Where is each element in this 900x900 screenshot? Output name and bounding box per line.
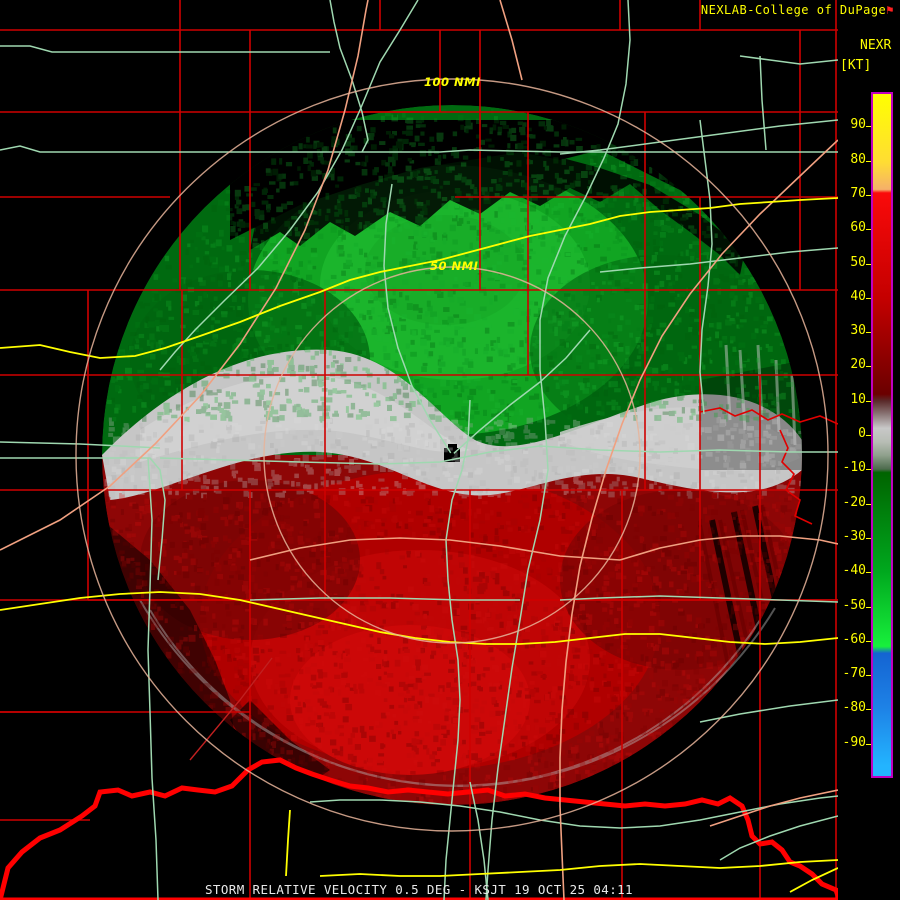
colorbar-tick-neg60: -60 [842, 631, 866, 647]
colorbar-tick-neg20: -20 [842, 494, 866, 510]
colorbar-tick-dash [866, 606, 871, 608]
colorbar-tick-dash [866, 400, 871, 402]
colorbar-units-label: [KT] [840, 58, 872, 73]
colorbar-gradient [871, 92, 893, 778]
colorbar-tick-dash [866, 126, 871, 128]
colorbar-tick-neg40: -40 [842, 563, 866, 579]
radar-map-panel[interactable]: 50 NMI 100 NMI [0, 0, 838, 900]
range-ring-label-50: 50 NMI [430, 259, 479, 273]
radar-site-marker [449, 452, 455, 458]
colorbar-tick-neg80: -80 [842, 700, 866, 716]
colorbar-tick-dash [866, 263, 871, 265]
colorbar-tick-dash [866, 366, 871, 368]
state-border [0, 757, 838, 900]
colorbar-tick-80: 80 [850, 151, 866, 167]
colorbar-tick-60: 60 [850, 220, 866, 236]
colorbar-tick-dash [866, 675, 871, 677]
colorbar-tick-50: 50 [850, 254, 866, 270]
interstate-lines [0, 0, 838, 900]
county-detail-lines [699, 407, 838, 525]
colorbar-tick-neg90: -90 [842, 734, 866, 750]
radar-bin-speckle [104, 108, 802, 805]
colorbar-tick-20: 20 [850, 357, 866, 373]
colorbar-product-name: NEXR [860, 38, 892, 53]
colorbar-tick-dash [866, 640, 871, 642]
credit-flag-icon: ⚑ [886, 3, 894, 17]
colorbar-panel: NEXR [KT] 90 80 70 60 50 40 30 20 10 0 -10 -20 -30 -4… [838, 0, 900, 900]
colorbar-tick-dash [866, 503, 871, 505]
colorbar-tick-40: 40 [850, 288, 866, 304]
range-ring-label-100: 100 NMI [424, 75, 481, 89]
colorbar-tick-dash [866, 229, 871, 231]
highway-lines [0, 197, 838, 893]
colorbar-tick-neg30: -30 [842, 528, 866, 544]
credit-text: NEXLAB-College of DuPage [700, 3, 887, 17]
colorbar-tick-neg10: -10 [842, 460, 866, 476]
colorbar-tick-dash [866, 743, 871, 745]
map-svg [0, 0, 838, 900]
range-rings [75, 78, 829, 832]
colorbar-tick-dash [866, 537, 871, 539]
credit-banner: NEXLAB-College of DuPage⚑ [701, 3, 894, 17]
colorbar-tick-dash [866, 297, 871, 299]
colorbar-tick-70: 70 [850, 185, 866, 201]
colorbar-tick-neg70: -70 [842, 666, 866, 682]
colorbar-tick-0: 0 [858, 426, 866, 441]
colorbar-tick-dash [866, 469, 871, 471]
colorbar-tick-dash [866, 160, 871, 162]
colorbar-tick-dash [866, 332, 871, 334]
colorbar-tick-10: 10 [850, 391, 866, 407]
colorbar-tick-90: 90 [850, 117, 866, 133]
colorbar-tick-dash [866, 194, 871, 196]
product-title: STORM RELATIVE VELOCITY 0.5 DEG - KSJT 1… [205, 882, 633, 897]
colorbar-tick-30: 30 [850, 323, 866, 339]
colorbar-tick-dash [866, 435, 871, 436]
colorbar-tick-dash [866, 572, 871, 574]
colorbar-tick-neg50: -50 [842, 597, 866, 613]
road-network [0, 0, 838, 900]
outer-data-arcs [139, 599, 776, 787]
colorbar-tick-dash [866, 709, 871, 711]
